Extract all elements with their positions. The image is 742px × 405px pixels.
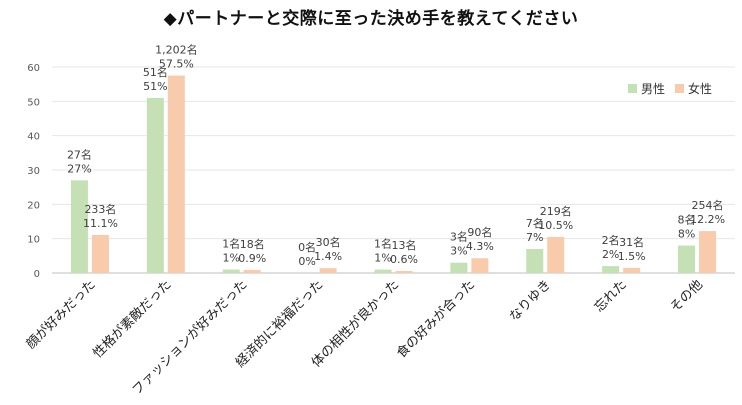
x-tick-label: なりゆき [507, 277, 554, 324]
data-label-percent: 0% [298, 255, 315, 268]
y-tick-label: 10 [27, 235, 40, 246]
x-tick-label: 食の好みが合った [393, 277, 478, 362]
x-tick-label: その他 [668, 277, 706, 315]
data-label-count: 13名 [392, 238, 417, 252]
data-label-count: 31名 [619, 235, 644, 249]
data-label-count: 18名 [240, 237, 265, 251]
y-tick-label: 60 [27, 63, 40, 74]
legend-item-female: 女性 [675, 80, 712, 97]
data-label-count: 90名 [467, 225, 492, 239]
data-label-percent: 12.2% [690, 213, 725, 226]
data-label-count: 7名 [526, 216, 544, 230]
bar-female [243, 269, 261, 273]
x-tick-label: 性格が素敵だった [90, 277, 175, 362]
data-label-count: 219名 [540, 204, 572, 218]
bar-male [678, 245, 696, 273]
legend-label-female: 女性 [688, 82, 713, 96]
data-label-count: 1名 [222, 237, 240, 251]
data-label-percent: 1% [374, 252, 391, 265]
data-label-percent: 51% [143, 80, 167, 93]
bar-male [602, 266, 620, 273]
bar-female [471, 258, 489, 273]
data-label-percent: 0.6% [390, 253, 418, 266]
bar-male [374, 269, 392, 273]
bar-female [623, 267, 641, 273]
bar-female [699, 231, 717, 273]
bar-female [91, 234, 109, 273]
data-label-percent: 57.5% [159, 58, 194, 71]
data-label-count: 233名 [84, 202, 116, 216]
bar-male [526, 248, 544, 273]
bar-female [395, 270, 413, 273]
legend-swatch-female [675, 84, 685, 93]
data-label-count: 1名 [374, 237, 392, 251]
bar-female [319, 268, 337, 273]
data-label-percent: 7% [526, 231, 543, 244]
data-label-percent: 0.9% [238, 252, 266, 265]
data-label-percent: 4.3% [466, 240, 494, 253]
bar-male [222, 269, 240, 273]
bar-male [146, 97, 164, 274]
y-tick-label: 0 [34, 269, 40, 280]
data-label-count: 2名 [602, 233, 620, 247]
data-label-percent: 1.5% [618, 250, 646, 263]
data-label-percent: 10.5% [538, 219, 573, 232]
y-tick-label: 50 [27, 97, 40, 108]
data-label-count: 0名 [298, 240, 316, 254]
data-label-percent: 8% [678, 228, 695, 241]
x-tick-label: 顔が好みだった [24, 277, 99, 352]
legend: 男性 女性 [628, 80, 712, 97]
chart-title: ◆パートナーと交際に至った決め手を教えてください [163, 9, 579, 29]
data-label-percent: 2% [602, 248, 619, 261]
bar-female [167, 75, 185, 273]
legend-swatch-male [628, 84, 637, 93]
bar-male [70, 180, 88, 273]
y-tick-label: 20 [27, 200, 40, 211]
data-label-count: 3名 [450, 230, 468, 244]
legend-item-male: 男性 [628, 80, 665, 97]
data-label-percent: 1% [222, 252, 239, 265]
data-label-percent: 11.1% [83, 217, 118, 230]
data-label-percent: 1.4% [314, 250, 342, 263]
data-label-count: 1,202名 [155, 43, 198, 57]
y-tick-label: 40 [27, 132, 40, 143]
data-label-percent: 3% [450, 245, 467, 258]
data-label-percent: 27% [67, 162, 91, 175]
data-label-count: 27名 [67, 147, 92, 161]
data-label-count: 51名 [143, 65, 168, 79]
y-tick-label: 30 [27, 166, 40, 177]
data-label-count: 30名 [316, 235, 341, 249]
x-tick-label: 忘れた [592, 277, 630, 315]
legend-label-male: 男性 [641, 82, 666, 96]
bar-male [450, 262, 468, 273]
data-label-count: 8名 [678, 213, 696, 227]
data-label-count: 254名 [692, 198, 724, 212]
bar-female [547, 236, 565, 273]
